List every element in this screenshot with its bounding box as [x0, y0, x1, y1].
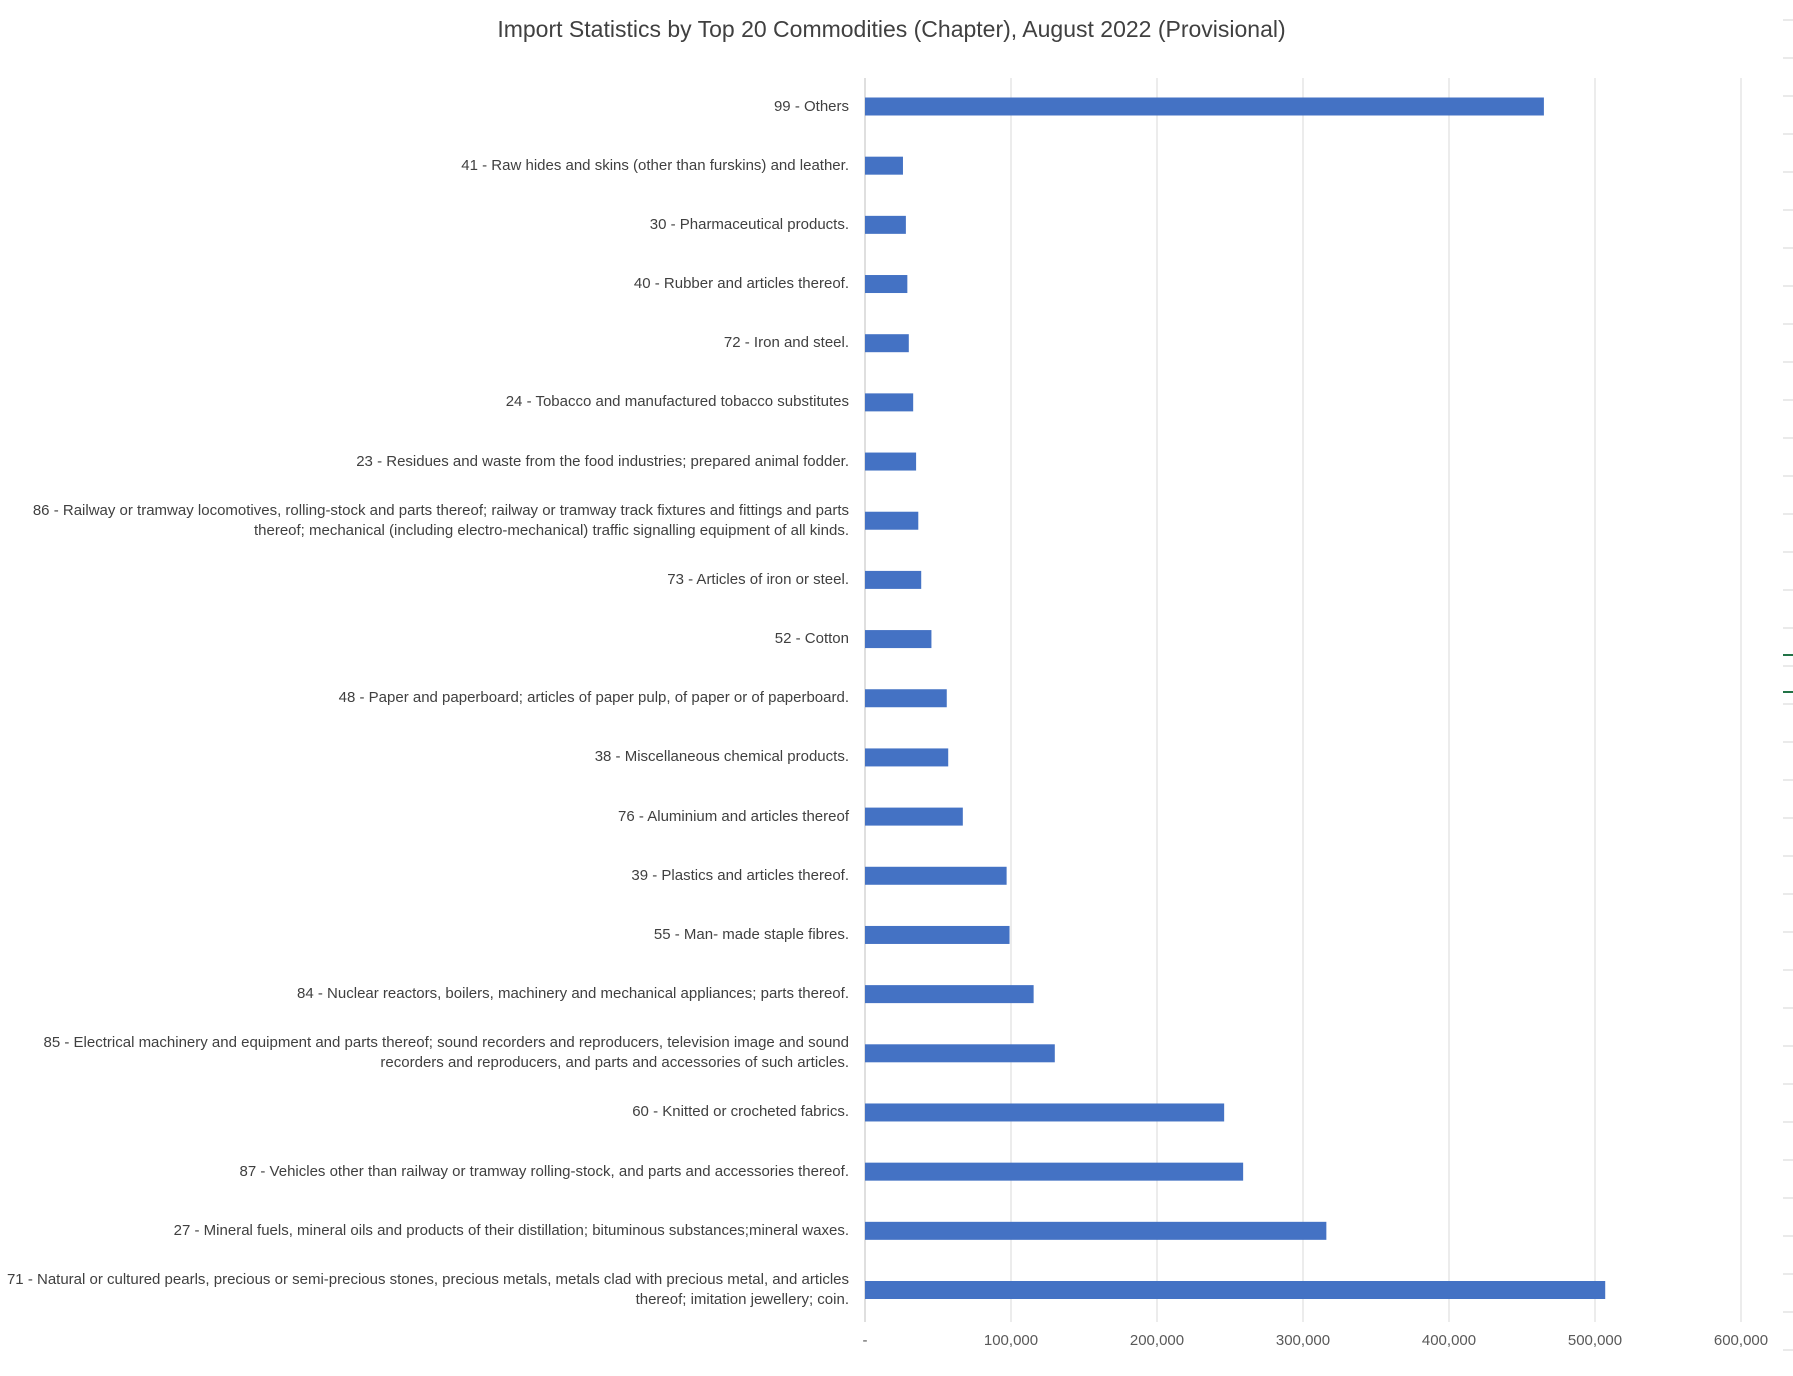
- bar[interactable]: [865, 570, 922, 589]
- x-tick-label: 600,000: [1713, 1332, 1769, 1349]
- category-label: 39 - Plastics and articles thereof.: [631, 866, 849, 884]
- category-label: 73 - Articles of iron or steel.: [667, 570, 849, 588]
- category-label: 84 - Nuclear reactors, boilers, machiner…: [297, 985, 849, 1003]
- x-tick-label: 400,000: [1421, 1332, 1477, 1349]
- category-label: 27 - Mineral fuels, mineral oils and pro…: [173, 1221, 849, 1239]
- x-tick-label: 200,000: [1129, 1332, 1185, 1349]
- bar[interactable]: [865, 393, 914, 412]
- category-label: 23 - Residues and waste from the food in…: [356, 452, 849, 470]
- category-label: 52 - Cotton: [774, 630, 849, 648]
- category-label: 41 - Raw hides and skins (other than fur…: [461, 156, 849, 174]
- bar[interactable]: [865, 807, 963, 826]
- x-tick-label: -: [862, 1332, 868, 1349]
- bar[interactable]: [865, 630, 932, 649]
- category-label: 60 - Knitted or crocheted fabrics.: [632, 1103, 849, 1121]
- x-tick-label: 300,000: [1275, 1332, 1331, 1349]
- bar[interactable]: [865, 97, 1544, 116]
- bar[interactable]: [865, 689, 947, 708]
- category-label: 87 - Vehicles other than railway or tram…: [239, 1162, 849, 1180]
- bar[interactable]: [865, 1162, 1244, 1181]
- category-label: 71 - Natural or cultured pearls, preciou…: [6, 1271, 849, 1308]
- bar[interactable]: [865, 275, 908, 294]
- category-label: 48 - Paper and paperboard; articles of p…: [338, 689, 849, 707]
- bar[interactable]: [865, 334, 909, 353]
- category-label: 85 - Electrical machinery and equipment …: [43, 1034, 849, 1072]
- bar[interactable]: [865, 215, 906, 234]
- category-label: 86 - Railway or tramway locomotives, rol…: [32, 501, 849, 539]
- category-label: 76 - Aluminium and articles thereof: [618, 807, 849, 825]
- bar[interactable]: [865, 156, 903, 175]
- category-label: 55 - Man- made staple fibres.: [653, 925, 849, 943]
- bar[interactable]: [865, 1103, 1225, 1122]
- bar[interactable]: [865, 985, 1034, 1004]
- bar[interactable]: [865, 1221, 1327, 1240]
- category-label: 72 - Iron and steel.: [723, 334, 849, 352]
- bar[interactable]: [865, 748, 949, 767]
- bar[interactable]: [865, 452, 917, 471]
- bar[interactable]: [865, 1281, 1606, 1299]
- category-label: 40 - Rubber and articles thereof.: [633, 275, 849, 293]
- category-label: 38 - Miscellaneous chemical products.: [594, 748, 849, 766]
- chart-title: Import Statistics by Top 20 Commodities …: [497, 16, 1286, 42]
- category-label: 30 - Pharmaceutical products.: [649, 215, 849, 233]
- bar[interactable]: [865, 511, 919, 530]
- category-label: 99 - Others: [773, 97, 849, 115]
- bar[interactable]: [865, 1044, 1055, 1063]
- bar[interactable]: [865, 866, 1007, 885]
- category-label: 24 - Tobacco and manufactured tobacco su…: [505, 393, 849, 411]
- x-tick-label: 500,000: [1567, 1332, 1623, 1349]
- x-tick-label: 100,000: [983, 1332, 1039, 1349]
- bar[interactable]: [865, 925, 1010, 944]
